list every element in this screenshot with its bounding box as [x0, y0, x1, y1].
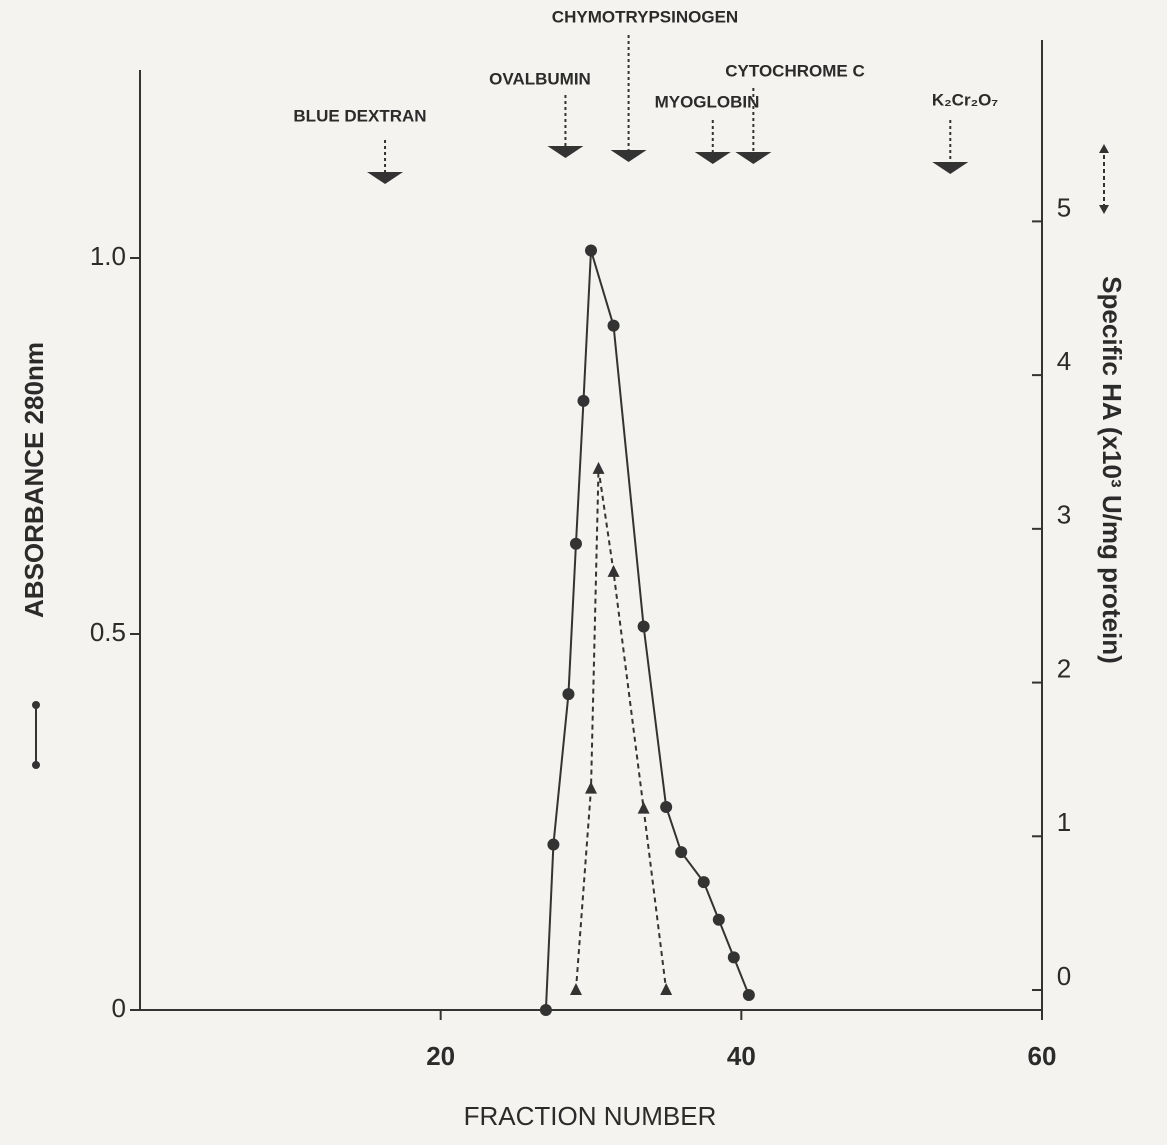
y2-tick-label: 5 [1057, 192, 1071, 222]
series-line [544, 250, 750, 1011]
data-point [539, 1004, 552, 1016]
marker-label: OVALBUMIN [489, 69, 591, 88]
y2-tick-label: 4 [1057, 346, 1071, 376]
x-tick-label: 20 [426, 1041, 455, 1071]
y2-axis-label: Specific HA (x10³ U/mg protein) [1097, 276, 1127, 664]
data-point [585, 244, 597, 257]
data-point [637, 620, 650, 633]
y-tick-label: 0.5 [90, 617, 126, 647]
legend-marker [1099, 144, 1109, 153]
data-point [607, 319, 620, 332]
data-point [660, 983, 673, 996]
x-tick-label: 60 [1028, 1041, 1057, 1071]
marker-arrow-head [610, 150, 647, 162]
y2-tick-label: 1 [1057, 807, 1071, 837]
series-line [574, 468, 668, 991]
y2-tick-label: 3 [1057, 500, 1071, 530]
x-axis-label: FRACTION NUMBER [464, 1101, 717, 1131]
x-tick-label: 40 [727, 1041, 756, 1071]
data-point [592, 461, 605, 474]
data-point [637, 801, 650, 814]
y-tick-label: 0 [112, 993, 126, 1023]
y-tick-label: 1.0 [90, 241, 126, 271]
legend-marker [32, 701, 40, 709]
marker-arrow-head [367, 172, 404, 184]
legend-marker [1099, 205, 1109, 214]
marker-label: K₂Cr₂O₇ [932, 90, 999, 109]
marker-label: CYTOCHROME C [725, 61, 864, 80]
y2-tick-label: 0 [1057, 961, 1071, 991]
data-point [742, 988, 755, 1001]
data-point [562, 688, 575, 701]
data-point [660, 800, 673, 813]
data-point [727, 951, 740, 964]
data-point [585, 781, 597, 794]
data-point [697, 876, 710, 889]
marker-arrow-head [694, 152, 731, 164]
marker-label: BLUE DEXTRAN [293, 106, 426, 125]
data-point [569, 537, 582, 550]
data-point [547, 838, 560, 851]
marker-arrow-head [932, 162, 969, 174]
data-point [569, 983, 582, 996]
y-axis-label: ABSORBANCE 280nm [19, 342, 49, 618]
y2-tick-label: 2 [1057, 653, 1071, 683]
data-point [607, 564, 620, 577]
legend-marker [32, 761, 40, 769]
data-point [675, 846, 688, 859]
data-point [712, 913, 725, 926]
data-point [577, 394, 590, 407]
marker-label: MYOGLOBIN [655, 92, 760, 111]
marker-arrow-head [735, 152, 772, 164]
marker-label: CHYMOTRYPSINOGEN [552, 7, 738, 26]
marker-arrow-head [547, 146, 584, 158]
